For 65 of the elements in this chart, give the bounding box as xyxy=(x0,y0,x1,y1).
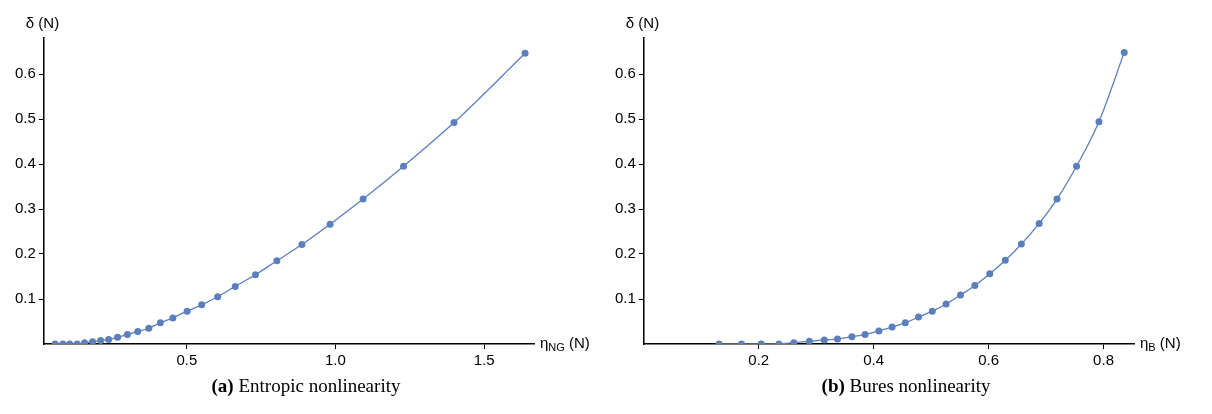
y-tick-label: 0.6 xyxy=(14,64,36,82)
point xyxy=(169,314,177,322)
point xyxy=(1095,118,1103,126)
point xyxy=(89,338,97,344)
y-axis-title: δ (N) xyxy=(25,14,60,32)
point xyxy=(326,220,334,228)
point xyxy=(273,257,281,265)
x-tick-label: 0.5 xyxy=(176,351,198,369)
y-tick-label: 0.1 xyxy=(614,289,636,307)
point xyxy=(183,307,191,315)
x-tick-label: 0.2 xyxy=(748,351,770,369)
y-tick-label: 0.4 xyxy=(14,154,36,172)
point xyxy=(298,241,306,249)
point xyxy=(359,195,367,203)
x-tick-label: 1.5 xyxy=(473,351,495,369)
point xyxy=(834,335,841,343)
point xyxy=(1017,240,1025,248)
y-tick-label: 0.2 xyxy=(614,244,636,262)
point xyxy=(848,333,856,341)
y-tick-label: 0.4 xyxy=(614,154,636,172)
y-tick-label: 0.6 xyxy=(614,64,636,82)
point xyxy=(400,162,408,170)
y-tick-label: 0.2 xyxy=(14,244,36,262)
y-axis-title: δ (N) xyxy=(625,14,660,32)
point xyxy=(198,301,206,309)
point xyxy=(231,282,239,290)
point xyxy=(986,270,994,278)
y-tick-label: 0.3 xyxy=(614,199,636,217)
point xyxy=(521,49,529,57)
point xyxy=(123,331,131,339)
x-tick-label: 0.8 xyxy=(1093,351,1114,369)
point xyxy=(114,333,122,341)
point xyxy=(450,119,458,127)
y-tick-label: 0.1 xyxy=(14,289,36,307)
point xyxy=(888,323,896,331)
point xyxy=(861,331,869,339)
point xyxy=(1053,195,1061,203)
point xyxy=(1001,256,1009,264)
point xyxy=(134,327,142,335)
x-tick-label: 0.4 xyxy=(863,351,885,369)
point xyxy=(820,336,828,344)
point xyxy=(956,291,964,299)
point xyxy=(875,327,883,335)
point xyxy=(942,300,950,308)
point xyxy=(1035,219,1043,227)
point xyxy=(97,336,105,344)
point xyxy=(971,282,979,289)
point xyxy=(156,319,164,327)
point xyxy=(251,271,259,279)
x-tick-label: 1.0 xyxy=(325,351,346,369)
y-tick-label: 0.3 xyxy=(14,199,36,217)
point xyxy=(928,307,936,315)
point xyxy=(145,324,153,332)
text: (a) Entropic nonlinearity xyxy=(211,375,401,396)
y-tick-label: 0.5 xyxy=(14,109,36,127)
point xyxy=(214,293,222,301)
y-tick-label: 0.5 xyxy=(614,109,636,127)
point xyxy=(105,336,113,343)
point xyxy=(1073,162,1081,170)
point xyxy=(901,319,909,327)
point xyxy=(1120,48,1128,56)
point xyxy=(915,313,923,321)
x-tick-label: 0.6 xyxy=(978,351,1000,369)
text: (b) Bures nonlinearity xyxy=(821,375,991,396)
point xyxy=(805,337,813,344)
